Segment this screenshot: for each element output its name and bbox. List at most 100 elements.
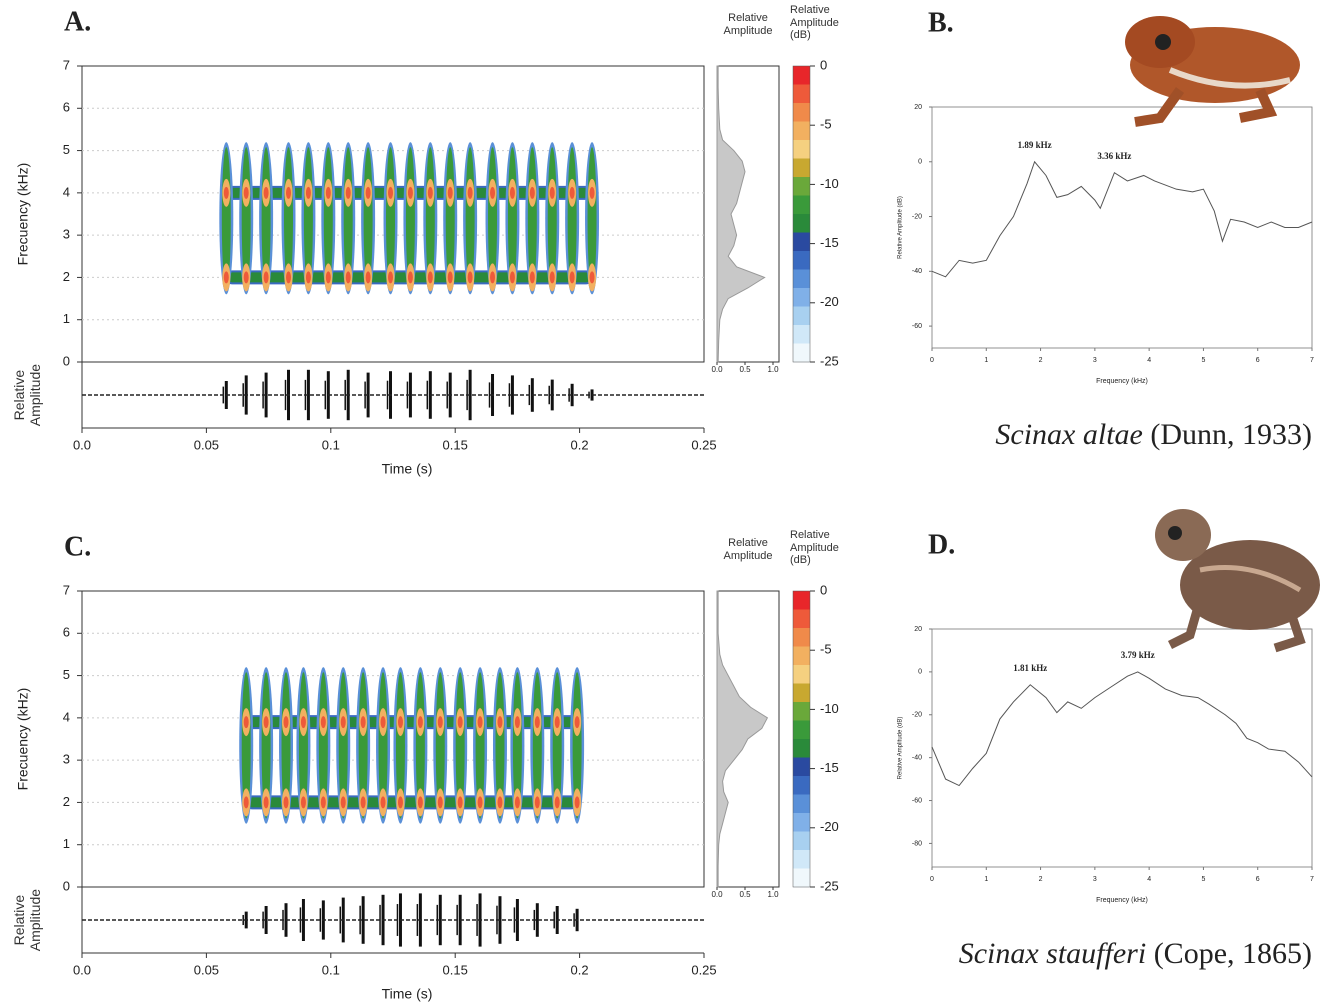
- x-tick-label: 0.05: [194, 437, 219, 452]
- y-axis-title: Relative Amplitude (dB): [898, 196, 904, 259]
- pulse-core: [467, 271, 473, 284]
- pulse-body: [318, 672, 328, 819]
- y-tick-label: 4: [63, 709, 70, 724]
- pulse-core: [514, 796, 520, 809]
- y-tick-label: -60: [912, 797, 922, 804]
- pulse-body: [475, 672, 485, 819]
- band-ridge: [245, 795, 579, 810]
- pulse-core: [490, 271, 496, 284]
- pulse-body: [378, 672, 388, 819]
- y-tick-label: 5: [63, 142, 70, 157]
- x-tick-label: 7: [1310, 357, 1314, 364]
- pulse-core: [263, 271, 269, 284]
- pulse-core: [554, 716, 560, 729]
- x-tick-label: 0.05: [194, 962, 219, 977]
- colorbar-tick-label: -20: [820, 819, 839, 834]
- colorbar-step: [793, 158, 810, 178]
- colorbar-step: [793, 628, 810, 647]
- x-tick-label: 2: [1039, 357, 1043, 364]
- x-tick-label: 0.2: [571, 962, 589, 977]
- pulse-body: [512, 672, 522, 819]
- colorbar-step: [793, 269, 810, 289]
- species-name: Scinax altae: [995, 418, 1143, 451]
- pulse-core: [574, 716, 580, 729]
- x-tick-label: 0.0: [73, 437, 91, 452]
- pulse-core: [286, 271, 292, 284]
- x-axis-title: Frequency (kHz): [1096, 897, 1148, 904]
- y-tick-label: 2: [63, 794, 70, 809]
- pulse-core: [457, 716, 463, 729]
- profile-tick-label: 0.5: [739, 365, 751, 374]
- peak-annotation: 1.81 kHz: [1013, 663, 1047, 673]
- x-axis-title: Time (s): [382, 986, 433, 1002]
- profile-title: Relative Amplitude: [723, 537, 773, 562]
- pulse-core: [427, 186, 433, 199]
- species-authority: (Cope, 1865): [1153, 937, 1312, 970]
- waveform-axis-title: Relative Amplitude: [10, 363, 43, 427]
- pulse-core: [365, 271, 371, 284]
- pulse-core: [365, 186, 371, 199]
- y-axis-title: Frecuency (kHz): [15, 688, 31, 791]
- colorbar-tick-label: -5: [820, 117, 832, 132]
- peak-annotation: 1.89 kHz: [1018, 140, 1052, 150]
- profile-tick-label: 0.5: [739, 890, 751, 899]
- frog-photo-d: [1155, 509, 1320, 653]
- pulse-body: [395, 672, 405, 819]
- species-caption: Scinax staufferi (Cope, 1865): [959, 937, 1312, 971]
- colorbar-step: [793, 739, 810, 758]
- pulse-core: [447, 271, 453, 284]
- pulse-body: [338, 672, 348, 819]
- colorbar-step: [793, 609, 810, 629]
- y-tick-label: 6: [63, 100, 70, 115]
- colorbar-tick-label: 0: [820, 582, 827, 597]
- pulse-core: [300, 716, 306, 729]
- pulse-body: [415, 672, 425, 819]
- pulse-core: [388, 271, 394, 284]
- profile-title: Relative Amplitude: [723, 12, 773, 37]
- pulse-core: [534, 796, 540, 809]
- pulse-core: [569, 186, 575, 199]
- pulse-core: [397, 716, 403, 729]
- colorbar-tick-label: -10: [820, 176, 839, 191]
- pulse-core: [300, 796, 306, 809]
- colorbar-step: [793, 84, 810, 104]
- colorbar-tick-label: 0: [820, 57, 827, 72]
- colorbar-step: [793, 757, 810, 777]
- pulse-core: [407, 186, 413, 199]
- pulse-core: [380, 716, 386, 729]
- pulse-body: [572, 672, 582, 819]
- colorbar-step: [793, 813, 810, 832]
- panel-label: A.: [64, 6, 91, 37]
- pulse-core: [263, 186, 269, 199]
- colorbar-title: Relative Amplitude (dB): [790, 4, 839, 42]
- y-tick-label: 4: [63, 184, 70, 199]
- pulse-core: [529, 271, 535, 284]
- species-name: Scinax staufferi: [958, 937, 1147, 970]
- colorbar-step: [793, 646, 810, 666]
- pulse-core: [509, 186, 515, 199]
- y-tick-label: 0: [918, 159, 922, 166]
- colorbar-step: [793, 591, 810, 610]
- colorbar-step: [793, 121, 810, 141]
- y-tick-label: 6: [63, 625, 70, 640]
- x-tick-label: 0: [930, 876, 934, 883]
- panel-label: B.: [928, 7, 954, 38]
- x-tick-label: 2: [1039, 876, 1043, 883]
- species-caption: Scinax altae (Dunn, 1933): [995, 418, 1312, 452]
- x-tick-label: 0.1: [322, 962, 340, 977]
- plot-frame: [931, 106, 1313, 349]
- pulse-core: [437, 716, 443, 729]
- y-axis-title: Relative Amplitude (dB): [898, 717, 904, 780]
- y-tick-label: 20: [914, 626, 922, 633]
- y-tick-label: 5: [63, 667, 70, 682]
- colorbar-step: [793, 140, 810, 159]
- pulse-core: [340, 716, 346, 729]
- y-tick-label: -80: [912, 840, 922, 847]
- y-tick-label: 0: [63, 353, 70, 368]
- pulse-core: [360, 796, 366, 809]
- profile-area: [716, 590, 769, 888]
- pulse-body: [261, 672, 271, 819]
- profile-area: [716, 65, 766, 363]
